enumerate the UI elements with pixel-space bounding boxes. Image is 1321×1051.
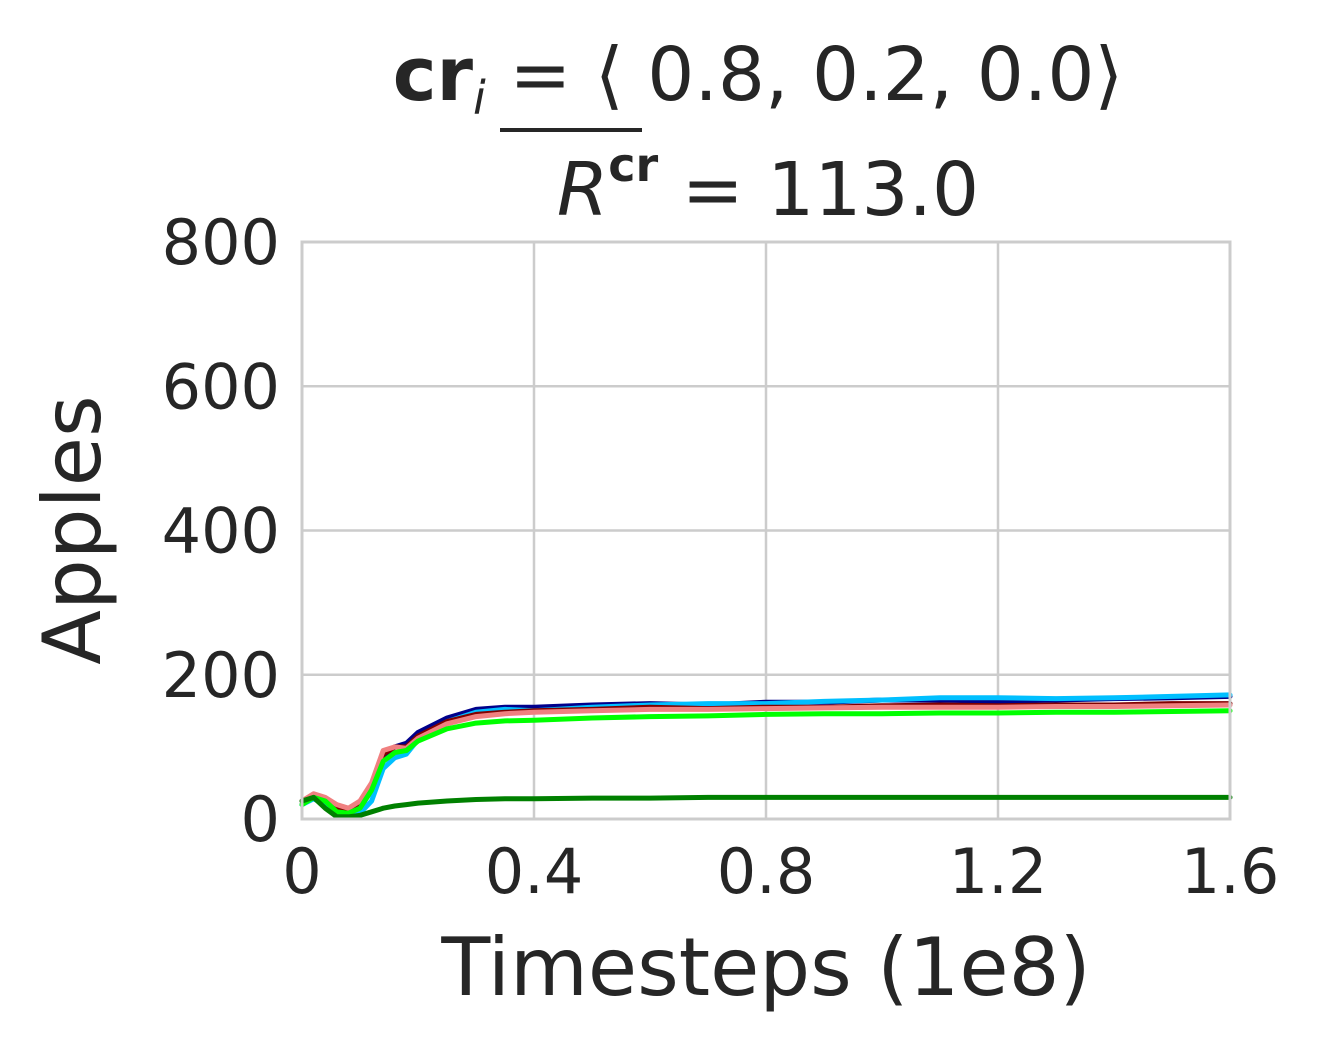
x-tick-label: 1.6 [1181, 835, 1280, 908]
series-line-4 [299, 702, 1233, 811]
x-tick-label: 0.8 [717, 835, 816, 908]
plot-frame [300, 240, 1232, 821]
x-tick-labels: 0 0.4 0.8 1.2 1.6 [282, 835, 1279, 908]
title-cr-symbol: cr [393, 32, 474, 118]
y-tick-label: 600 [162, 350, 280, 423]
y-tick-label: 400 [162, 495, 280, 568]
series-line-5 [299, 708, 1233, 816]
series-lines [299, 692, 1233, 820]
chart-title-line1: cri = ⟨ 0.8, 0.2, 0.0⟩ [393, 32, 1124, 125]
y-tick-label: 0 [241, 783, 280, 856]
title-mean-value: = 113.0 [658, 147, 979, 233]
title-subscript: i [473, 71, 486, 125]
x-axis-label: Timesteps (1e8) [440, 921, 1090, 1014]
x-tick-label: 1.2 [949, 835, 1048, 908]
y-tick-labels: 0 200 400 600 800 [162, 206, 280, 856]
y-axis-label: Apples [26, 395, 119, 664]
chart-title-line2: Rcr = 113.0 [557, 138, 979, 233]
title-vector: = ⟨ 0.8, 0.2, 0.0⟩ [486, 32, 1123, 118]
x-tick-label: 0 [282, 835, 321, 908]
y-tick-label: 200 [162, 639, 280, 712]
title-superscript: cr [608, 138, 658, 192]
y-tick-label: 800 [162, 206, 280, 279]
series-line-6 [299, 794, 1233, 820]
title-r-symbol: R [557, 147, 608, 233]
x-tick-label: 0.4 [485, 835, 584, 908]
